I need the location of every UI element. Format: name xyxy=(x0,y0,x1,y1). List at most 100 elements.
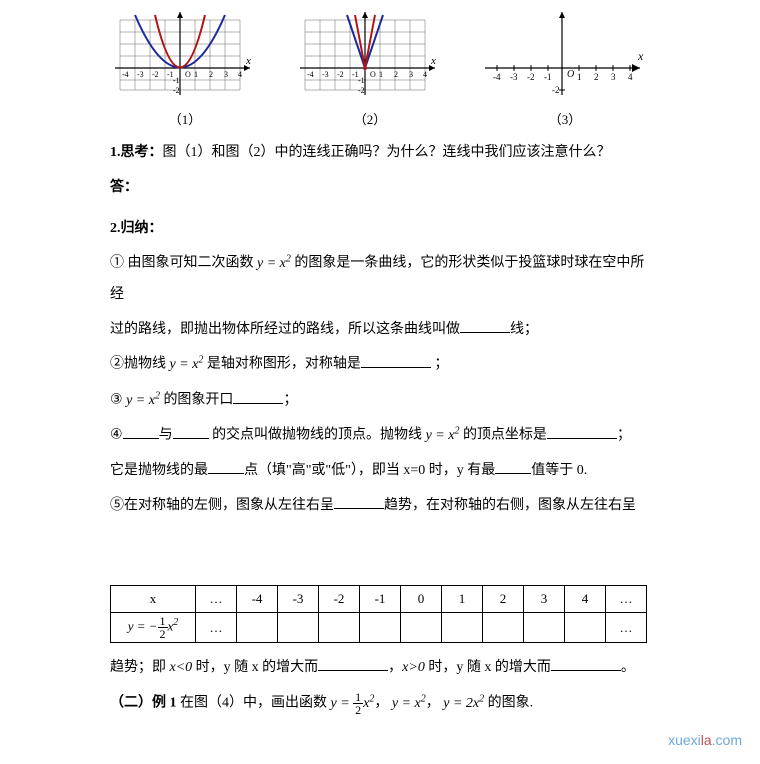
svg-text:3: 3 xyxy=(409,70,413,79)
wm-2: la xyxy=(701,732,712,748)
example-label: （二）例 1 xyxy=(110,696,180,711)
svg-text:-1: -1 xyxy=(544,72,552,82)
th-m2: -2 xyxy=(319,586,360,613)
cell-10: … xyxy=(606,613,647,643)
table-header-row: x … -4 -3 -2 -1 0 1 2 3 4 … xyxy=(111,586,647,613)
th-3: 3 xyxy=(524,586,565,613)
svg-text:-4: -4 xyxy=(122,70,129,79)
svg-text:O: O xyxy=(567,69,574,80)
svg-text:O: O xyxy=(185,70,191,79)
q2-item5-pre: 它是抛物线的最 xyxy=(110,463,208,478)
graph-3-caption: （3） xyxy=(480,109,650,128)
svg-text:-2: -2 xyxy=(527,72,535,82)
svg-text:1: 1 xyxy=(194,70,198,79)
svg-text:-2: -2 xyxy=(152,70,159,79)
th-4: 4 xyxy=(565,586,606,613)
th-m4: -4 xyxy=(237,586,278,613)
graph-1-caption: （1） xyxy=(110,109,260,128)
th-2: 2 xyxy=(483,586,524,613)
svg-text:4: 4 xyxy=(628,72,633,82)
q2-item6: ⑤在对称轴的左侧，图象从左往右呈 趋势，在对称轴的右侧，图象从左往右呈 xyxy=(110,491,650,522)
svg-text:3: 3 xyxy=(611,72,616,82)
svg-text:O: O xyxy=(370,70,376,79)
cell-1 xyxy=(237,613,278,643)
svg-text:x: x xyxy=(430,55,436,67)
th-0: 0 xyxy=(401,586,442,613)
th-1: 1 xyxy=(442,586,483,613)
q1-label: 1.思考： xyxy=(110,145,163,160)
cell-0: … xyxy=(196,613,237,643)
q2-item4-mid2: 的交点叫做抛物线的顶点。抛物线 xyxy=(209,428,426,443)
graph-2: O -4-3-2-1 1234 -1-2 x （2） xyxy=(295,10,445,128)
row-func-label: y = −12x2 xyxy=(111,613,196,643)
formula-yx2-3: y = x2 xyxy=(126,393,160,408)
svg-text:-1: -1 xyxy=(358,76,365,85)
svg-text:4: 4 xyxy=(238,70,242,79)
cond1: x<0 xyxy=(170,660,193,675)
cell-8 xyxy=(524,613,565,643)
th-x: x xyxy=(111,586,196,613)
q2-item4-post: ； xyxy=(617,428,631,443)
q2-item1-line2-pre: 过的路线，即抛出物体所经过的路线，所以这条曲线叫做 xyxy=(110,322,460,337)
svg-text:-2: -2 xyxy=(337,70,344,79)
svg-text:x: x xyxy=(245,55,251,67)
at1-mid3: 时，y 随 x 的增大而 xyxy=(425,660,551,675)
q2-item2-post: ； xyxy=(431,357,449,372)
cell-4 xyxy=(360,613,401,643)
svg-text:4: 4 xyxy=(423,70,427,79)
q2-item4-pre: ④ xyxy=(110,428,123,443)
after-table-line1: 趋势；即 x<0 时，y 随 x 的增大而，x>0 时，y 随 x 的增大而。 xyxy=(110,653,650,684)
cell-7 xyxy=(483,613,524,643)
th-m1: -1 xyxy=(360,586,401,613)
at2-post: 的图象. xyxy=(488,696,534,711)
svg-text:1: 1 xyxy=(379,70,383,79)
svg-text:-3: -3 xyxy=(510,72,518,82)
graphs-row: O -4-3-2-1 1234 -1-2 x （1） xyxy=(110,10,650,128)
th-m3: -3 xyxy=(278,586,319,613)
svg-text:x: x xyxy=(637,49,644,63)
formula-half-x2: y = 12x2 xyxy=(331,696,375,711)
q2-item3-mid: 的图象开口 xyxy=(163,393,233,408)
wm-1: xuexi xyxy=(668,732,701,748)
formula-yx2-1: y = x2 xyxy=(257,256,291,271)
q1-line: 1.思考：图（1）和图（2）中的连线正确吗？为什么？连线中我们应该注意什么？ xyxy=(110,138,650,169)
section-bottom: x … -4 -3 -2 -1 0 1 2 3 4 … y = −12x2 … xyxy=(10,565,750,753)
at1-mid2: ， xyxy=(388,660,402,675)
at1-pre: 趋势；即 xyxy=(110,660,170,675)
formula-yx2-2: y = x2 xyxy=(170,357,204,372)
q2-item5: 它是抛物线的最点（填"高"或"低"），即当 x=0 时，y 有最值等于 0. xyxy=(110,456,650,487)
q1-text: 图（1）和图（2）中的连线正确吗？为什么？连线中我们应该注意什么？ xyxy=(163,145,611,160)
graph-2-caption: （2） xyxy=(295,109,445,128)
svg-text:1: 1 xyxy=(577,72,582,82)
q2-item2-pre: ②抛物线 xyxy=(110,357,170,372)
cell-5 xyxy=(401,613,442,643)
q2-item2-mid: 是轴对称图形，对称轴是 xyxy=(207,357,361,372)
q2-item6-mid: 趋势，在对称轴的右侧，图象从左往右呈 xyxy=(384,498,636,513)
q2-item3: ③ y = x2 的图象开口； xyxy=(110,385,650,416)
q2-item3-post: ； xyxy=(283,393,297,408)
q2-item1: ① 由图象可知二次函数 y = x2 的图象是一条曲线，它的形状类似于投篮球时球… xyxy=(110,248,650,310)
q2-item4-mid1: 与 xyxy=(159,428,173,443)
graph-3: -4-3-2-1 1234 -2 O x （3） xyxy=(480,10,650,128)
svg-text:2: 2 xyxy=(209,70,213,79)
q2-item1-pre: ① 由图象可知二次函数 xyxy=(110,256,257,271)
at2-pre: 在图（4）中，画出函数 xyxy=(180,696,331,711)
table-value-row: y = −12x2 … … xyxy=(111,613,647,643)
th-dots2: … xyxy=(606,586,647,613)
after-table-line2: （二）例 1 在图（4）中，画出函数 y = 12x2， y = x2， y =… xyxy=(110,688,650,719)
cond2: x>0 xyxy=(402,660,425,675)
formula-yx2-4: y = x2 xyxy=(426,428,460,443)
cell-9 xyxy=(565,613,606,643)
svg-text:-2: -2 xyxy=(173,86,180,95)
q2-item6-pre: ⑤在对称轴的左侧，图象从左往右呈 xyxy=(110,498,334,513)
q2-label: 2.归纳： xyxy=(110,214,650,245)
watermark: xuexila.com xyxy=(668,732,742,748)
graph-1: O -4-3-2-1 1234 -1-2 x （1） xyxy=(110,10,260,128)
svg-text:-1: -1 xyxy=(173,76,180,85)
q2-item4-mid3: 的顶点坐标是 xyxy=(463,428,547,443)
q2-item5-mid1: 点（填"高"或"低"），即当 x=0 时，y 有最 xyxy=(244,463,495,478)
formula-x2: y = x2 xyxy=(392,696,426,711)
formula-2x2: y = 2x2 xyxy=(443,696,484,711)
cell-6 xyxy=(442,613,483,643)
svg-text:2: 2 xyxy=(394,70,398,79)
